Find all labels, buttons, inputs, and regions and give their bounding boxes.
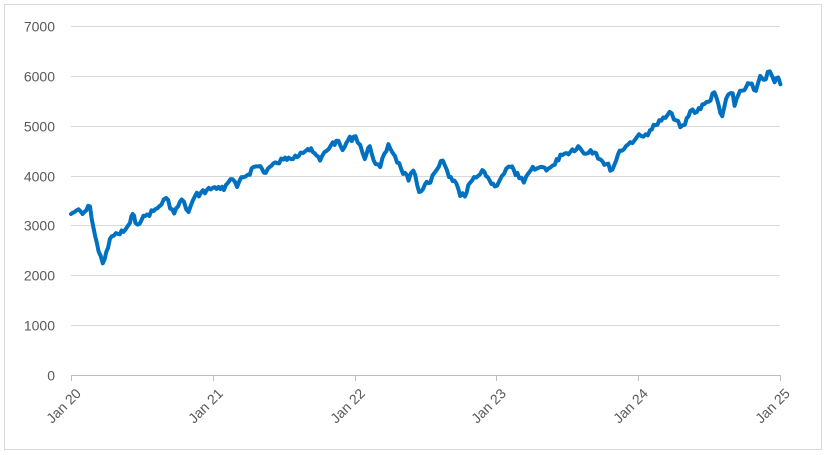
- y-axis-tick-labels: 0 1000 2000 3000 4000 5000 6000 7000: [24, 19, 55, 384]
- x-tick-label: Jan 24: [610, 385, 651, 426]
- y-tick-label: 1000: [24, 318, 55, 334]
- y-tick-label: 7000: [24, 19, 55, 35]
- y-tick-label: 4000: [24, 169, 55, 185]
- x-axis: [71, 375, 781, 381]
- y-tick-label: 6000: [24, 69, 55, 85]
- y-tick-label: 5000: [24, 119, 55, 135]
- y-tick-label: 2000: [24, 268, 55, 284]
- x-tick-label: Jan 22: [327, 385, 368, 426]
- series-line: [69, 69, 783, 266]
- y-tick-label: 3000: [24, 218, 55, 234]
- x-tick-label: Jan 25: [752, 385, 793, 426]
- grid-lines: [71, 26, 780, 326]
- y-tick-label: 0: [47, 368, 55, 384]
- series-layer: [69, 69, 783, 266]
- x-tick-label: Jan 23: [468, 385, 509, 426]
- x-tick-label: Jan 20: [43, 385, 84, 426]
- x-axis-tick-labels: Jan 20 Jan 21 Jan 22 Jan 23 Jan 24 Jan 25: [43, 385, 793, 426]
- x-tick-label: Jan 21: [185, 385, 226, 426]
